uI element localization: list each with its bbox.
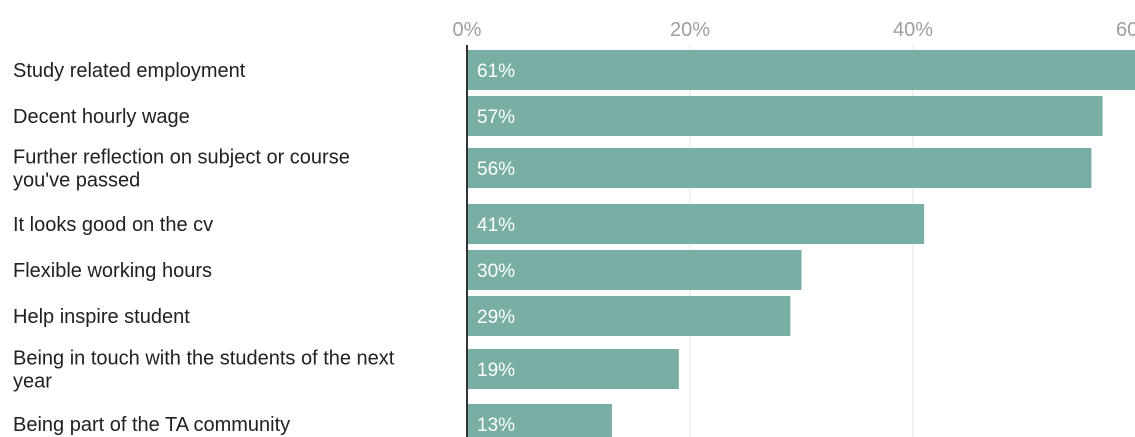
category-label-line: year <box>13 371 52 393</box>
category-labels: Study related employment Decent hourly wa… <box>13 60 395 436</box>
data-label: 13% <box>477 415 515 436</box>
category-label: Flexible working hours <box>13 260 212 282</box>
category-label: Help inspire student <box>13 306 190 328</box>
data-label: 57% <box>477 107 515 128</box>
bar <box>467 296 791 336</box>
category-label: Decent hourly wage <box>13 106 190 128</box>
data-label: 56% <box>477 159 515 180</box>
category-label-line: Help inspire student <box>13 306 190 328</box>
bar <box>467 349 679 389</box>
bar <box>467 250 802 290</box>
bar <box>467 204 925 244</box>
category-label: Being part of the TA community <box>13 414 290 436</box>
x-tick-label: 40% <box>893 19 933 41</box>
category-label-line: It looks good on the cv <box>13 214 213 236</box>
category-label: Being in touch with the students of the … <box>13 348 395 393</box>
data-label: 29% <box>477 307 515 328</box>
bar <box>467 148 1092 188</box>
data-label: 61% <box>477 61 515 82</box>
bar <box>467 96 1103 136</box>
x-axis-ticks: 0% 20% 40% 60% <box>453 19 1135 41</box>
x-tick-label: 20% <box>670 19 710 41</box>
data-label: 19% <box>477 360 515 381</box>
category-label: Study related employment <box>13 60 246 82</box>
category-label-line: Being part of the TA community <box>13 414 290 436</box>
category-label-line: Decent hourly wage <box>13 106 190 128</box>
category-label-line: Flexible working hours <box>13 260 212 282</box>
x-tick-label: 60% <box>1116 19 1135 41</box>
category-label-line: Further reflection on subject or course <box>13 147 350 169</box>
data-label: 41% <box>477 215 515 236</box>
category-label-line: you've passed <box>13 170 140 192</box>
category-label-line: Study related employment <box>13 60 246 82</box>
x-tick-label: 0% <box>453 19 482 41</box>
data-label: 30% <box>477 261 515 282</box>
category-label: Further reflection on subject or course y… <box>13 147 350 192</box>
bar <box>467 404 612 437</box>
bars: 61% 57% 56% 41% 30% 29% 19% 13% <box>467 50 1135 437</box>
category-label: It looks good on the cv <box>13 214 213 236</box>
bar <box>467 50 1135 90</box>
category-label-line: Being in touch with the students of the … <box>13 348 395 370</box>
